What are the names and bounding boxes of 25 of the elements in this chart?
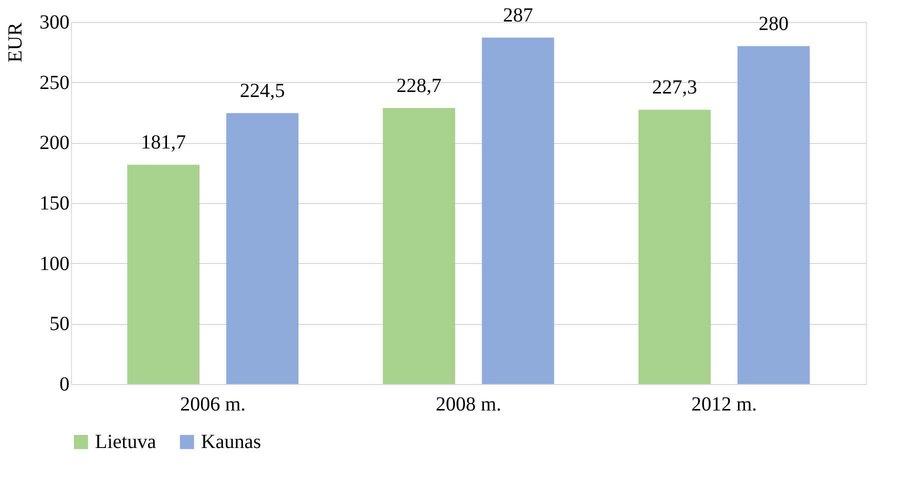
data-label: 224,5 (240, 80, 285, 102)
y-tick-label: 100 (40, 252, 70, 275)
x-tick-label: 2006 m. (180, 394, 246, 416)
y-tick-label: 200 (40, 132, 70, 154)
y-tick-label: 300 (40, 12, 70, 34)
y-tick-label: 0 (60, 374, 70, 396)
x-tick-label: 2012 m. (691, 394, 757, 416)
data-label: 227,3 (652, 76, 698, 99)
bar (127, 164, 200, 384)
data-label: 181,7 (140, 132, 186, 154)
data-label: 287 (503, 4, 533, 27)
x-tick-label: 2008 m. (436, 394, 502, 416)
data-label: 228,7 (396, 75, 442, 98)
legend-label: Lietuva (95, 431, 156, 453)
bar (737, 46, 810, 384)
bar (226, 113, 299, 384)
y-axis-title: EUR (4, 22, 26, 62)
y-tick-label: 50 (50, 313, 70, 336)
bar (638, 110, 711, 384)
bar (382, 108, 456, 384)
y-tick-label: 150 (40, 192, 70, 214)
y-tick-label: 250 (40, 72, 70, 94)
data-label: 280 (758, 13, 789, 36)
bar (482, 38, 554, 384)
legend-label: Kaunas (201, 431, 262, 453)
